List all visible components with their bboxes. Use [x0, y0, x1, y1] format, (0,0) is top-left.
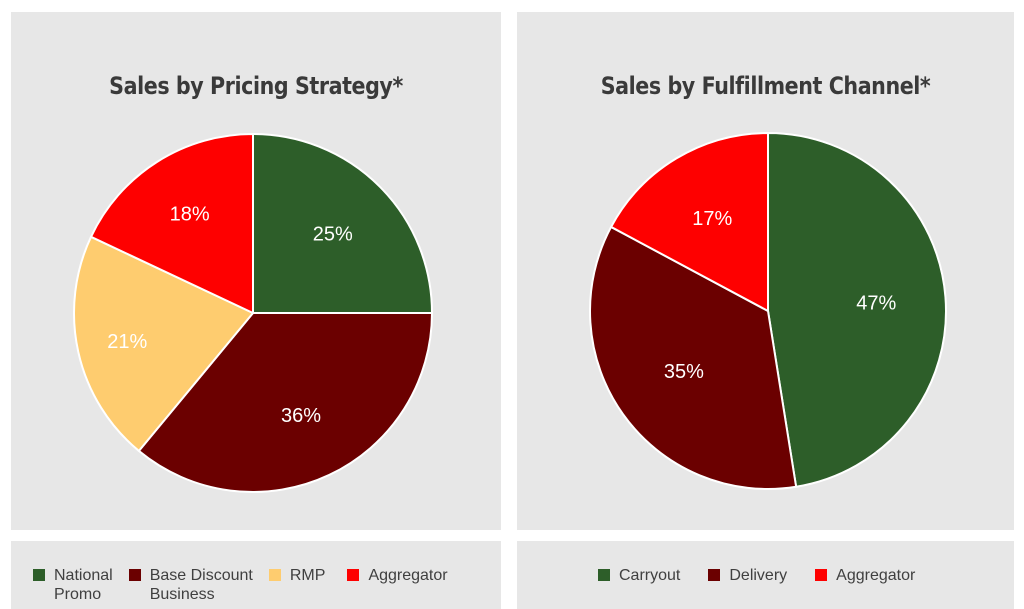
legend-label: Aggregator: [836, 567, 916, 584]
legend-item: National Promo: [33, 566, 113, 604]
legend-swatch: [128, 569, 141, 581]
pie-slice-carryout: [767, 132, 947, 488]
legend-label: National Promo: [54, 567, 113, 603]
data-label: 36%: [281, 405, 321, 427]
pie-slice-rmp: [73, 235, 254, 452]
data-label: 21%: [107, 331, 147, 353]
legend-swatch: [815, 569, 828, 581]
legend-item: Delivery: [708, 566, 787, 585]
pricing-strategy-pie: 25% 36% 21% 18%: [73, 133, 433, 493]
data-label: 17%: [692, 208, 732, 230]
data-label: 25%: [313, 223, 353, 245]
legend-swatch: [347, 569, 360, 581]
legend: National Promo Base Discount Business RMP Agg…: [11, 566, 501, 604]
data-label: 18%: [170, 203, 210, 225]
legend-label: Carryout: [619, 567, 681, 584]
legend-swatch: [268, 569, 281, 581]
legend-label: Aggregator: [368, 567, 448, 584]
pie-slice-aggregator: [610, 132, 769, 312]
legend-item: Aggregator: [347, 566, 448, 585]
legend-label: Delivery: [729, 567, 788, 584]
legend-item: Aggregator: [815, 566, 915, 585]
chart-title: Sales by Pricing Strategy*: [109, 72, 403, 100]
fulfillment-channel-chart-panel: Sales by Fulfillment Channel* 47% 35% 17%: [517, 12, 1014, 530]
pie-slice-delivery: [589, 225, 798, 490]
legend-swatch: [708, 569, 721, 581]
pie-slice-base-discount-business: [137, 312, 433, 493]
pie-slice-national-promo: [252, 133, 433, 314]
pricing-strategy-chart-panel: Sales by Pricing Strategy* 25% 36% 21% 18%: [11, 12, 501, 530]
legend-label: RMP: [289, 567, 326, 584]
legend-item: Carryout: [598, 566, 680, 585]
pie-slice-aggregator: [90, 133, 254, 314]
legend-item: RMP: [268, 566, 326, 585]
legend-item: Base Discount Business: [128, 566, 253, 604]
data-label: 35%: [664, 361, 704, 383]
legend: Carryout Delivery Aggregator: [517, 566, 1014, 585]
legend-swatch: [33, 569, 45, 581]
legend-swatch: [598, 569, 610, 581]
chart-title: Sales by Fulfillment Channel*: [600, 72, 931, 100]
fulfillment-channel-legend-panel: Carryout Delivery Aggregator: [517, 541, 1014, 609]
fulfillment-channel-pie: 47% 35% 17%: [589, 132, 947, 490]
pricing-strategy-legend-panel: National Promo Base Discount Business RMP Agg…: [11, 541, 501, 609]
legend-label: Base Discount Business: [149, 567, 253, 603]
data-label: 47%: [856, 292, 896, 314]
